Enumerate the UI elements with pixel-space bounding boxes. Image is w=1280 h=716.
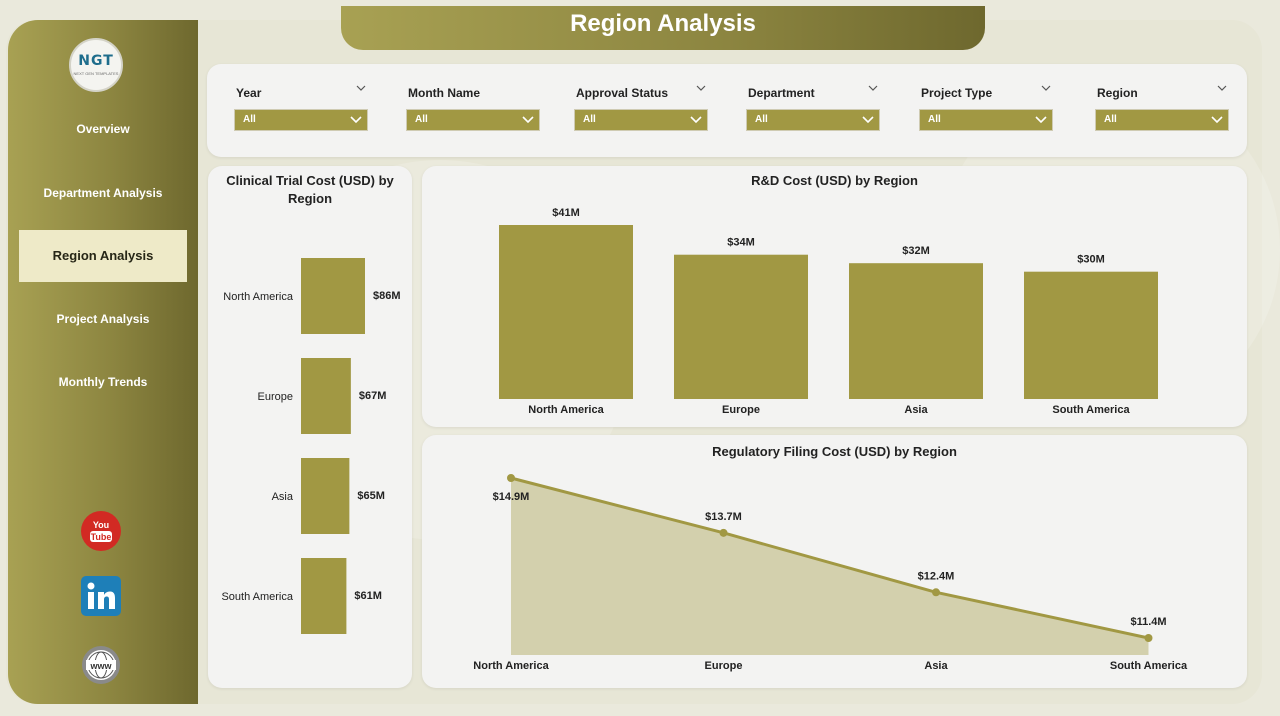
clinical-trial-cost-chart: North America $86M Europe $67M Asia $65M South…	[221, 258, 401, 634]
rd-cost-chart: $41M North America $34M Europe $32M Asia $30M S…	[499, 207, 1158, 416]
filter-dropdown[interactable]: All	[919, 109, 1053, 131]
data-label: $14.9M	[493, 491, 530, 503]
data-label: $34M	[727, 237, 755, 249]
category-label: North America	[473, 660, 549, 672]
filter-label: Department	[748, 86, 815, 100]
youtube-icon[interactable]: You Tube	[81, 511, 121, 551]
category-label: North America	[528, 404, 604, 416]
bar[interactable]	[849, 263, 983, 399]
data-point[interactable]	[1144, 634, 1153, 642]
nav-item-project-analysis[interactable]: Project Analysis	[56, 312, 150, 326]
bar[interactable]	[301, 258, 365, 334]
bar[interactable]	[1024, 271, 1158, 399]
filter-label: Year	[236, 86, 262, 100]
regulatory-filing-cost-chart: $14.9M North America $13.7M Europe $12.4M Asi…	[473, 474, 1188, 672]
globe-www-icon[interactable]: www	[81, 645, 121, 685]
data-label: $61M	[354, 590, 382, 602]
category-label: South America	[1052, 404, 1130, 416]
category-label: Europe	[258, 391, 293, 403]
data-label: $65M	[357, 490, 385, 502]
category-label: Europe	[705, 660, 743, 672]
data-point[interactable]	[719, 528, 728, 537]
nav-item-region-analysis[interactable]: Region Analysis	[19, 230, 187, 282]
data-point[interactable]	[507, 474, 515, 482]
chevron-down-icon[interactable]	[1217, 83, 1227, 93]
logo-subtext: NEXT GEN TEMPLATES	[73, 71, 119, 76]
regulatory-chart-title: Regulatory Filing Cost (USD) by Region	[712, 444, 957, 459]
chevron-down-icon	[690, 116, 702, 124]
data-label: $41M	[552, 207, 580, 219]
filter-label: Project Type	[921, 86, 993, 100]
filter-dropdown[interactable]: All	[574, 109, 708, 131]
category-label: North America	[223, 291, 294, 303]
bar[interactable]	[499, 225, 633, 399]
category-label: South America	[221, 591, 293, 603]
bar[interactable]	[301, 458, 350, 534]
filter-panel	[207, 64, 1247, 157]
data-label: $13.7M	[705, 511, 742, 523]
series-line	[510, 476, 1149, 640]
chevron-down-icon[interactable]	[356, 83, 366, 93]
chevron-down-icon	[862, 116, 874, 124]
svg-text:www: www	[89, 661, 112, 671]
filter-dropdown[interactable]: All	[234, 109, 368, 131]
chevron-down-icon	[522, 116, 534, 124]
page-title: Region Analysis	[341, 6, 985, 50]
logo-text: NGT	[78, 53, 114, 69]
filter-dropdown[interactable]: All	[1095, 109, 1229, 131]
nav-item-overview[interactable]: Overview	[76, 122, 130, 136]
ngt-logo: NGT NEXT GEN TEMPLATES	[69, 38, 123, 92]
chevron-down-icon	[350, 116, 362, 124]
filter-label: Region	[1097, 86, 1138, 100]
chevron-down-icon[interactable]	[868, 83, 878, 93]
data-label: $67M	[359, 390, 387, 402]
bar[interactable]	[674, 254, 808, 399]
data-label: $12.4M	[918, 570, 955, 582]
data-point[interactable]	[932, 588, 940, 597]
data-label: $30M	[1077, 254, 1105, 266]
clinical-trial-chart-title: Clinical Trial Cost (USD) by Region	[226, 173, 394, 206]
filter-label: Month Name	[408, 86, 480, 100]
category-label: South America	[1110, 660, 1188, 672]
filter-dropdown[interactable]: All	[406, 109, 540, 131]
data-label: $86M	[373, 290, 401, 302]
nav-item-department-analysis[interactable]: Department Analysis	[43, 186, 163, 200]
bar[interactable]	[301, 358, 351, 434]
data-label: $32M	[902, 245, 930, 257]
chevron-down-icon[interactable]	[696, 83, 706, 93]
filter-dropdown[interactable]: All	[746, 109, 880, 131]
bar[interactable]	[301, 558, 347, 634]
chevron-down-icon	[1211, 116, 1223, 124]
category-label: Asia	[272, 491, 294, 503]
filter-label: Approval Status	[576, 86, 669, 100]
category-label: Europe	[722, 404, 760, 416]
rd-chart-title: R&D Cost (USD) by Region	[751, 173, 918, 188]
chevron-down-icon	[1035, 116, 1047, 124]
category-label: Asia	[904, 404, 928, 416]
category-label: Asia	[924, 660, 948, 672]
svg-text:You: You	[93, 520, 109, 530]
area-fill	[511, 478, 1149, 655]
nav-item-monthly-trends[interactable]: Monthly Trends	[58, 375, 148, 389]
linkedin-icon[interactable]	[81, 576, 121, 616]
chevron-down-icon[interactable]	[1041, 83, 1051, 93]
svg-text:Tube: Tube	[91, 532, 112, 542]
data-label: $11.4M	[1130, 616, 1166, 628]
